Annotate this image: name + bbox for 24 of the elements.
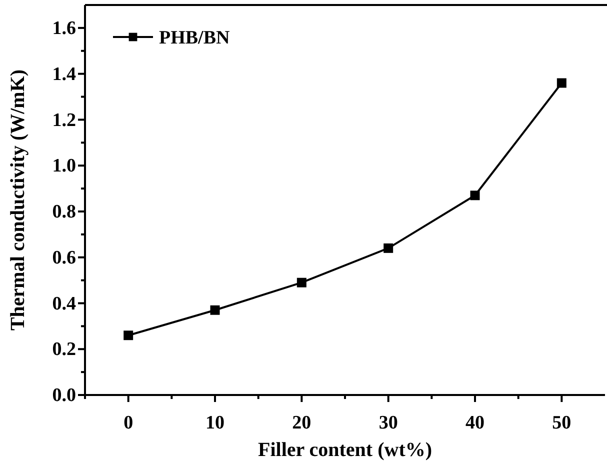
y-tick-label: 0.4	[52, 293, 76, 314]
x-axis-title: Filler content (wt%)	[258, 439, 432, 461]
x-tick-label: 0	[124, 412, 134, 434]
point	[384, 243, 394, 253]
x-tick-label: 40	[466, 412, 484, 434]
y-tick-label: 0.0	[52, 385, 76, 406]
x-tick-label: 10	[206, 412, 224, 434]
y-axis-title: Thermal conductivity (W/mK)	[7, 69, 29, 331]
y-tick-label: 1.6	[52, 18, 76, 40]
x-tick-label: 20	[292, 412, 312, 434]
x-tick-label: 50	[552, 412, 572, 434]
legend-label: PHB/BN	[159, 28, 230, 49]
y-tick-label: 1.0	[52, 156, 76, 177]
point	[124, 330, 134, 340]
point	[210, 305, 220, 315]
y-tick-label: 1.4	[52, 64, 76, 85]
y-tick-label: 0.8	[52, 202, 76, 223]
point	[296, 278, 306, 288]
y-tick-label: 0.6	[52, 247, 76, 268]
x-tick-label: 30	[378, 412, 398, 434]
point	[470, 190, 480, 200]
y-tick-label: 0.2	[52, 339, 76, 360]
y-tick-label: 1.2	[52, 110, 76, 131]
point	[556, 78, 566, 88]
